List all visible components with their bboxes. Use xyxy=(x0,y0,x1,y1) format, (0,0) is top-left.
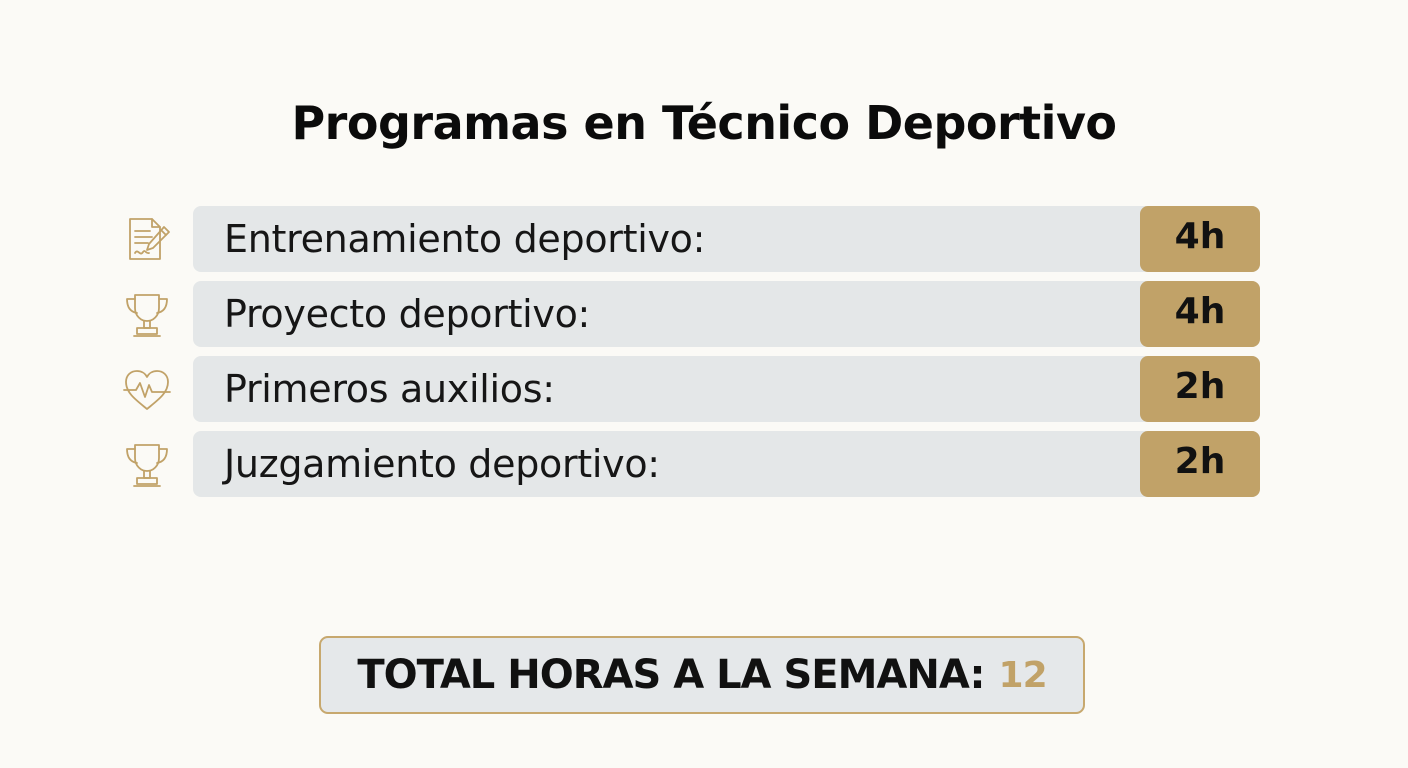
program-row-primeros-auxilios: Primeros auxilios: 2h xyxy=(116,356,1262,422)
hours-badge: 2h xyxy=(1140,431,1260,497)
program-label: Juzgamiento deportivo: xyxy=(224,442,660,486)
page-title: Programas en Técnico Deportivo xyxy=(291,95,1117,150)
program-bar: Juzgamiento deportivo: 2h xyxy=(193,431,1260,497)
program-label: Primeros auxilios: xyxy=(224,367,555,411)
program-row-proyecto: Proyecto deportivo: 4h xyxy=(116,281,1262,347)
program-label: Proyecto deportivo: xyxy=(224,292,591,336)
hours-badge: 4h xyxy=(1140,206,1260,272)
hours-badge: 4h xyxy=(1140,281,1260,347)
program-label: Entrenamiento deportivo: xyxy=(224,217,706,261)
trophy-icon xyxy=(116,289,178,341)
program-bar: Entrenamiento deportivo: 4h xyxy=(193,206,1260,272)
document-signature-icon xyxy=(116,214,178,266)
program-row-juzgamiento: Juzgamiento deportivo: 2h xyxy=(116,431,1262,497)
program-bar: Proyecto deportivo: 4h xyxy=(193,281,1260,347)
hours-badge: 2h xyxy=(1140,356,1260,422)
program-bar: Primeros auxilios: 2h xyxy=(193,356,1260,422)
total-hours-box: TOTAL HORAS A LA SEMANA: 12 xyxy=(319,636,1085,714)
trophy-icon xyxy=(116,439,178,491)
total-label: TOTAL HORAS A LA SEMANA: xyxy=(357,652,985,698)
program-row-entrenamiento: Entrenamiento deportivo: 4h xyxy=(116,206,1262,272)
heartbeat-icon xyxy=(116,364,178,416)
total-value: 12 xyxy=(998,654,1048,696)
program-list: Entrenamiento deportivo: 4h Proyecto dep… xyxy=(116,206,1262,506)
